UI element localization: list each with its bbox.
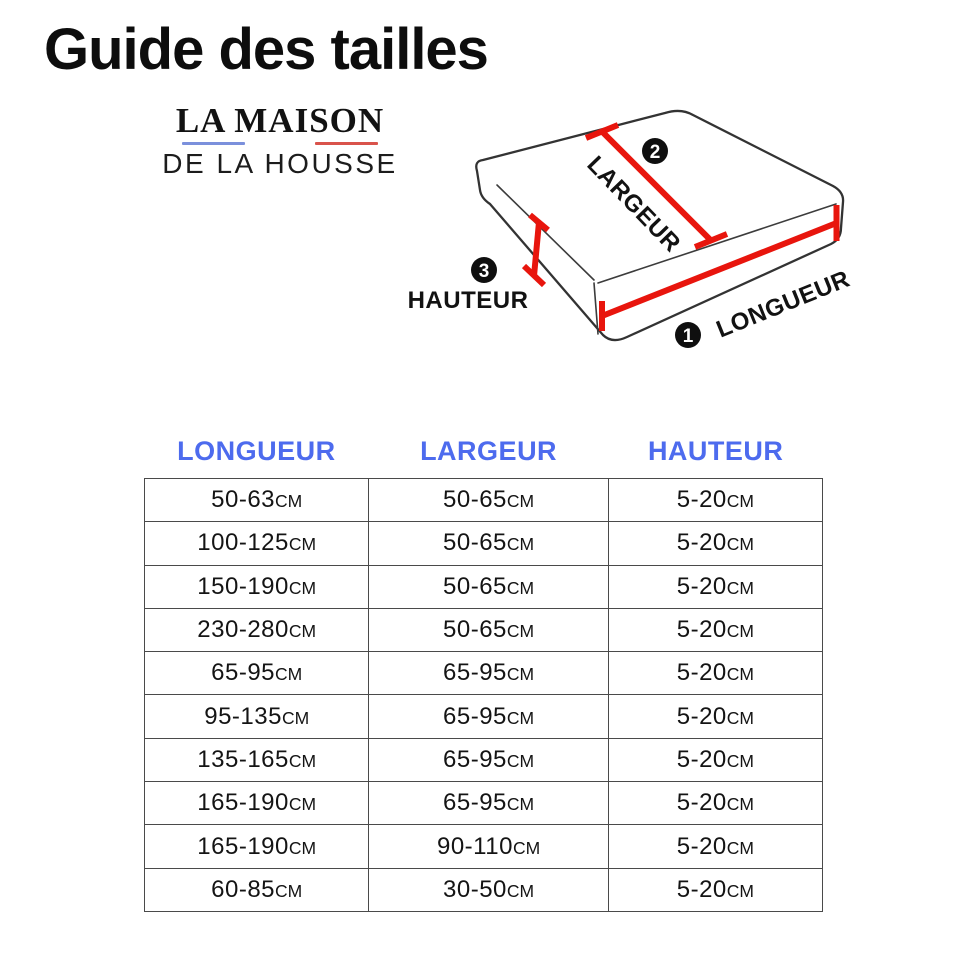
- size-cell: 65-95CM: [368, 651, 609, 696]
- size-cell: 60-85CM: [143, 867, 370, 913]
- french-flag-divider: [158, 142, 402, 145]
- badge-circle: [471, 257, 497, 283]
- page-title: Guide des tailles: [44, 17, 489, 82]
- badge-number: 1: [683, 326, 694, 347]
- cushion-top-seam-left: [496, 184, 595, 281]
- badge-number: 3: [479, 261, 490, 282]
- cushion-front-edge: [593, 282, 599, 335]
- size-cell: 50-65CM: [368, 477, 609, 523]
- size-cell: 5-20CM: [607, 477, 824, 523]
- size-cell: 65-95CM: [368, 781, 609, 826]
- size-cell: 5-20CM: [607, 564, 824, 609]
- size-cell: 5-20CM: [607, 694, 824, 739]
- table-row: 135-165CM 65-95CM 5-20CM: [143, 737, 824, 783]
- badge-circle: [675, 322, 701, 348]
- flag-blue-bar: [182, 142, 245, 145]
- size-table: 50-63CM 50-65CM 5-20CM 100-125CM 50-65CM 5-20…: [143, 477, 824, 913]
- size-cell: 5-20CM: [607, 867, 824, 913]
- table-row: 165-190CM 65-95CM 5-20CM: [143, 781, 824, 826]
- table-row: 65-95CM 65-95CM 5-20CM: [143, 651, 824, 696]
- badge-hauteur: 3: [471, 257, 497, 283]
- longueur-label: LONGUEUR: [713, 265, 854, 343]
- size-cell: 50-65CM: [368, 521, 609, 566]
- size-cell: 5-20CM: [607, 781, 824, 826]
- size-cell: 65-95CM: [143, 651, 370, 696]
- size-cell: 135-165CM: [143, 737, 370, 783]
- table-row: 100-125CM 50-65CM 5-20CM: [143, 521, 824, 566]
- size-cell: 150-190CM: [143, 564, 370, 609]
- table-row: 150-190CM 50-65CM 5-20CM: [143, 564, 824, 609]
- hauteur-label: HAUTEUR: [408, 287, 529, 314]
- badge-largeur: 2: [642, 138, 668, 164]
- size-cell: 50-65CM: [368, 564, 609, 609]
- size-cell: 90-110CM: [368, 824, 609, 869]
- table-row: 230-280CM 50-65CM 5-20CM: [143, 607, 824, 653]
- table-row: 95-135CM 65-95CM 5-20CM: [143, 694, 824, 739]
- size-cell: 65-95CM: [368, 694, 609, 739]
- table-row: 60-85CM 30-50CM 5-20CM: [143, 867, 824, 913]
- size-cell: 5-20CM: [607, 651, 824, 696]
- size-cell: 5-20CM: [607, 607, 824, 653]
- cushion-top-seam-right: [597, 203, 837, 284]
- size-cell: 50-63CM: [143, 477, 370, 523]
- column-header-largeur: LARGEUR: [420, 436, 558, 466]
- brand-name: LA MAISON: [175, 101, 385, 140]
- longueur-measure-line: [599, 205, 840, 331]
- table-column-headers: LONGUEUR LARGEUR HAUTEUR: [144, 436, 823, 467]
- size-cell: 50-65CM: [368, 607, 609, 653]
- size-cell: 5-20CM: [607, 737, 824, 783]
- brand-subtitle: DE LA HOUSSE: [162, 148, 398, 179]
- badge-circle: [642, 138, 668, 164]
- size-cell: 65-95CM: [368, 737, 609, 783]
- size-cell: 165-190CM: [143, 824, 370, 869]
- largeur-measure-line: [584, 122, 729, 250]
- size-cell: 30-50CM: [368, 867, 609, 913]
- cushion-measurement-diagram: 2 1 3 LARGEUR LONGUEUR HAUTEUR: [408, 109, 854, 348]
- size-cell: 5-20CM: [607, 824, 824, 869]
- size-cell: 230-280CM: [143, 607, 370, 653]
- flag-red-bar: [315, 142, 378, 145]
- size-cell: 165-190CM: [143, 781, 370, 826]
- cushion-outline: [475, 109, 845, 342]
- size-cell: 100-125CM: [143, 521, 370, 566]
- hauteur-measure-line: [521, 212, 550, 288]
- badge-longueur: 1: [675, 322, 701, 348]
- size-cell: 5-20CM: [607, 521, 824, 566]
- table-row: 50-63CM 50-65CM 5-20CM: [143, 477, 824, 523]
- column-header-hauteur: HAUTEUR: [647, 436, 784, 466]
- badge-number: 2: [650, 142, 661, 163]
- table-row: 165-190CM 90-110CM 5-20CM: [143, 824, 824, 869]
- brand-logo: LA MAISON DE LA HOUSSE: [158, 103, 402, 180]
- column-header-longueur: LONGUEUR: [177, 436, 336, 466]
- size-cell: 95-135CM: [143, 694, 370, 739]
